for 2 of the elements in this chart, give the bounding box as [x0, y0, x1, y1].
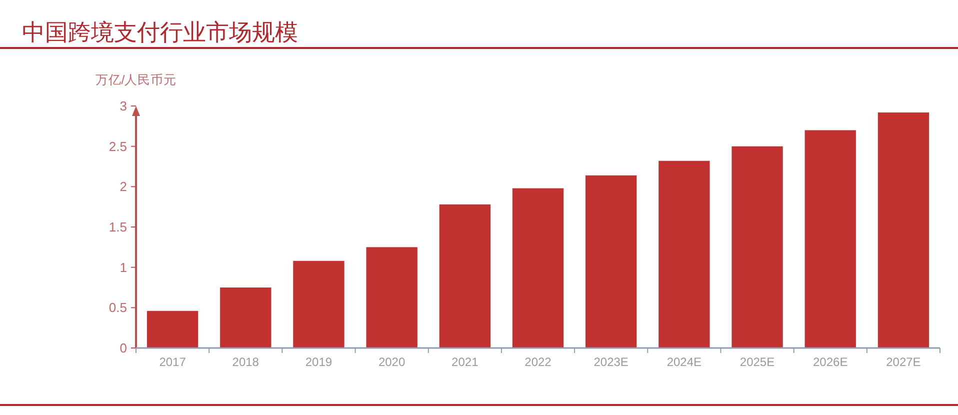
title: 中国跨境支付行业市场规模 [22, 20, 298, 45]
ylabel: 万亿/人民币元 [95, 73, 177, 87]
